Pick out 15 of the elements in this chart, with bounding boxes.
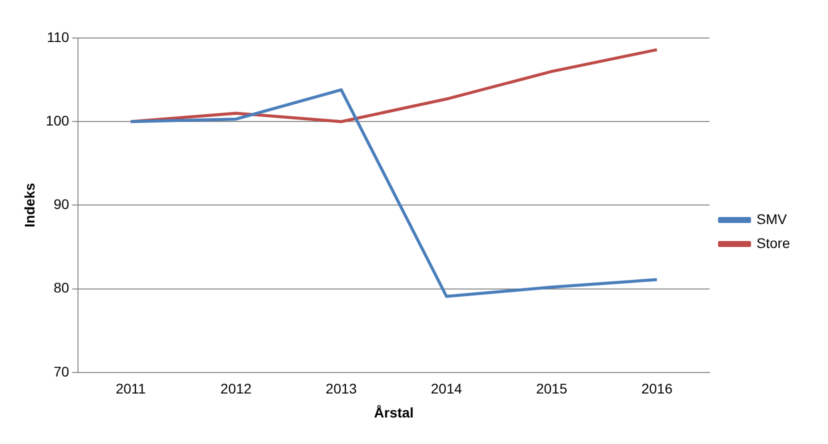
y-tick-label: 110 bbox=[46, 28, 70, 45]
x-tick-label: 2012 bbox=[220, 380, 252, 397]
x-tick-label: 2015 bbox=[536, 380, 568, 397]
y-tick-label: 90 bbox=[54, 196, 70, 212]
y-tick-label: 80 bbox=[54, 280, 70, 296]
x-tick-label: 2016 bbox=[641, 380, 673, 397]
legend-label: SMV bbox=[756, 210, 788, 227]
x-tick-label: 2013 bbox=[326, 380, 358, 397]
x-axis-title: Årstal bbox=[374, 404, 414, 420]
x-tick-label: 2014 bbox=[430, 380, 462, 397]
x-tick-label: 2011 bbox=[116, 380, 146, 397]
legend-label: Store bbox=[756, 234, 790, 251]
y-tick-label: 100 bbox=[46, 112, 70, 128]
y-axis-title: Indeks bbox=[21, 182, 38, 228]
y-tick-label: 70 bbox=[54, 363, 70, 380]
